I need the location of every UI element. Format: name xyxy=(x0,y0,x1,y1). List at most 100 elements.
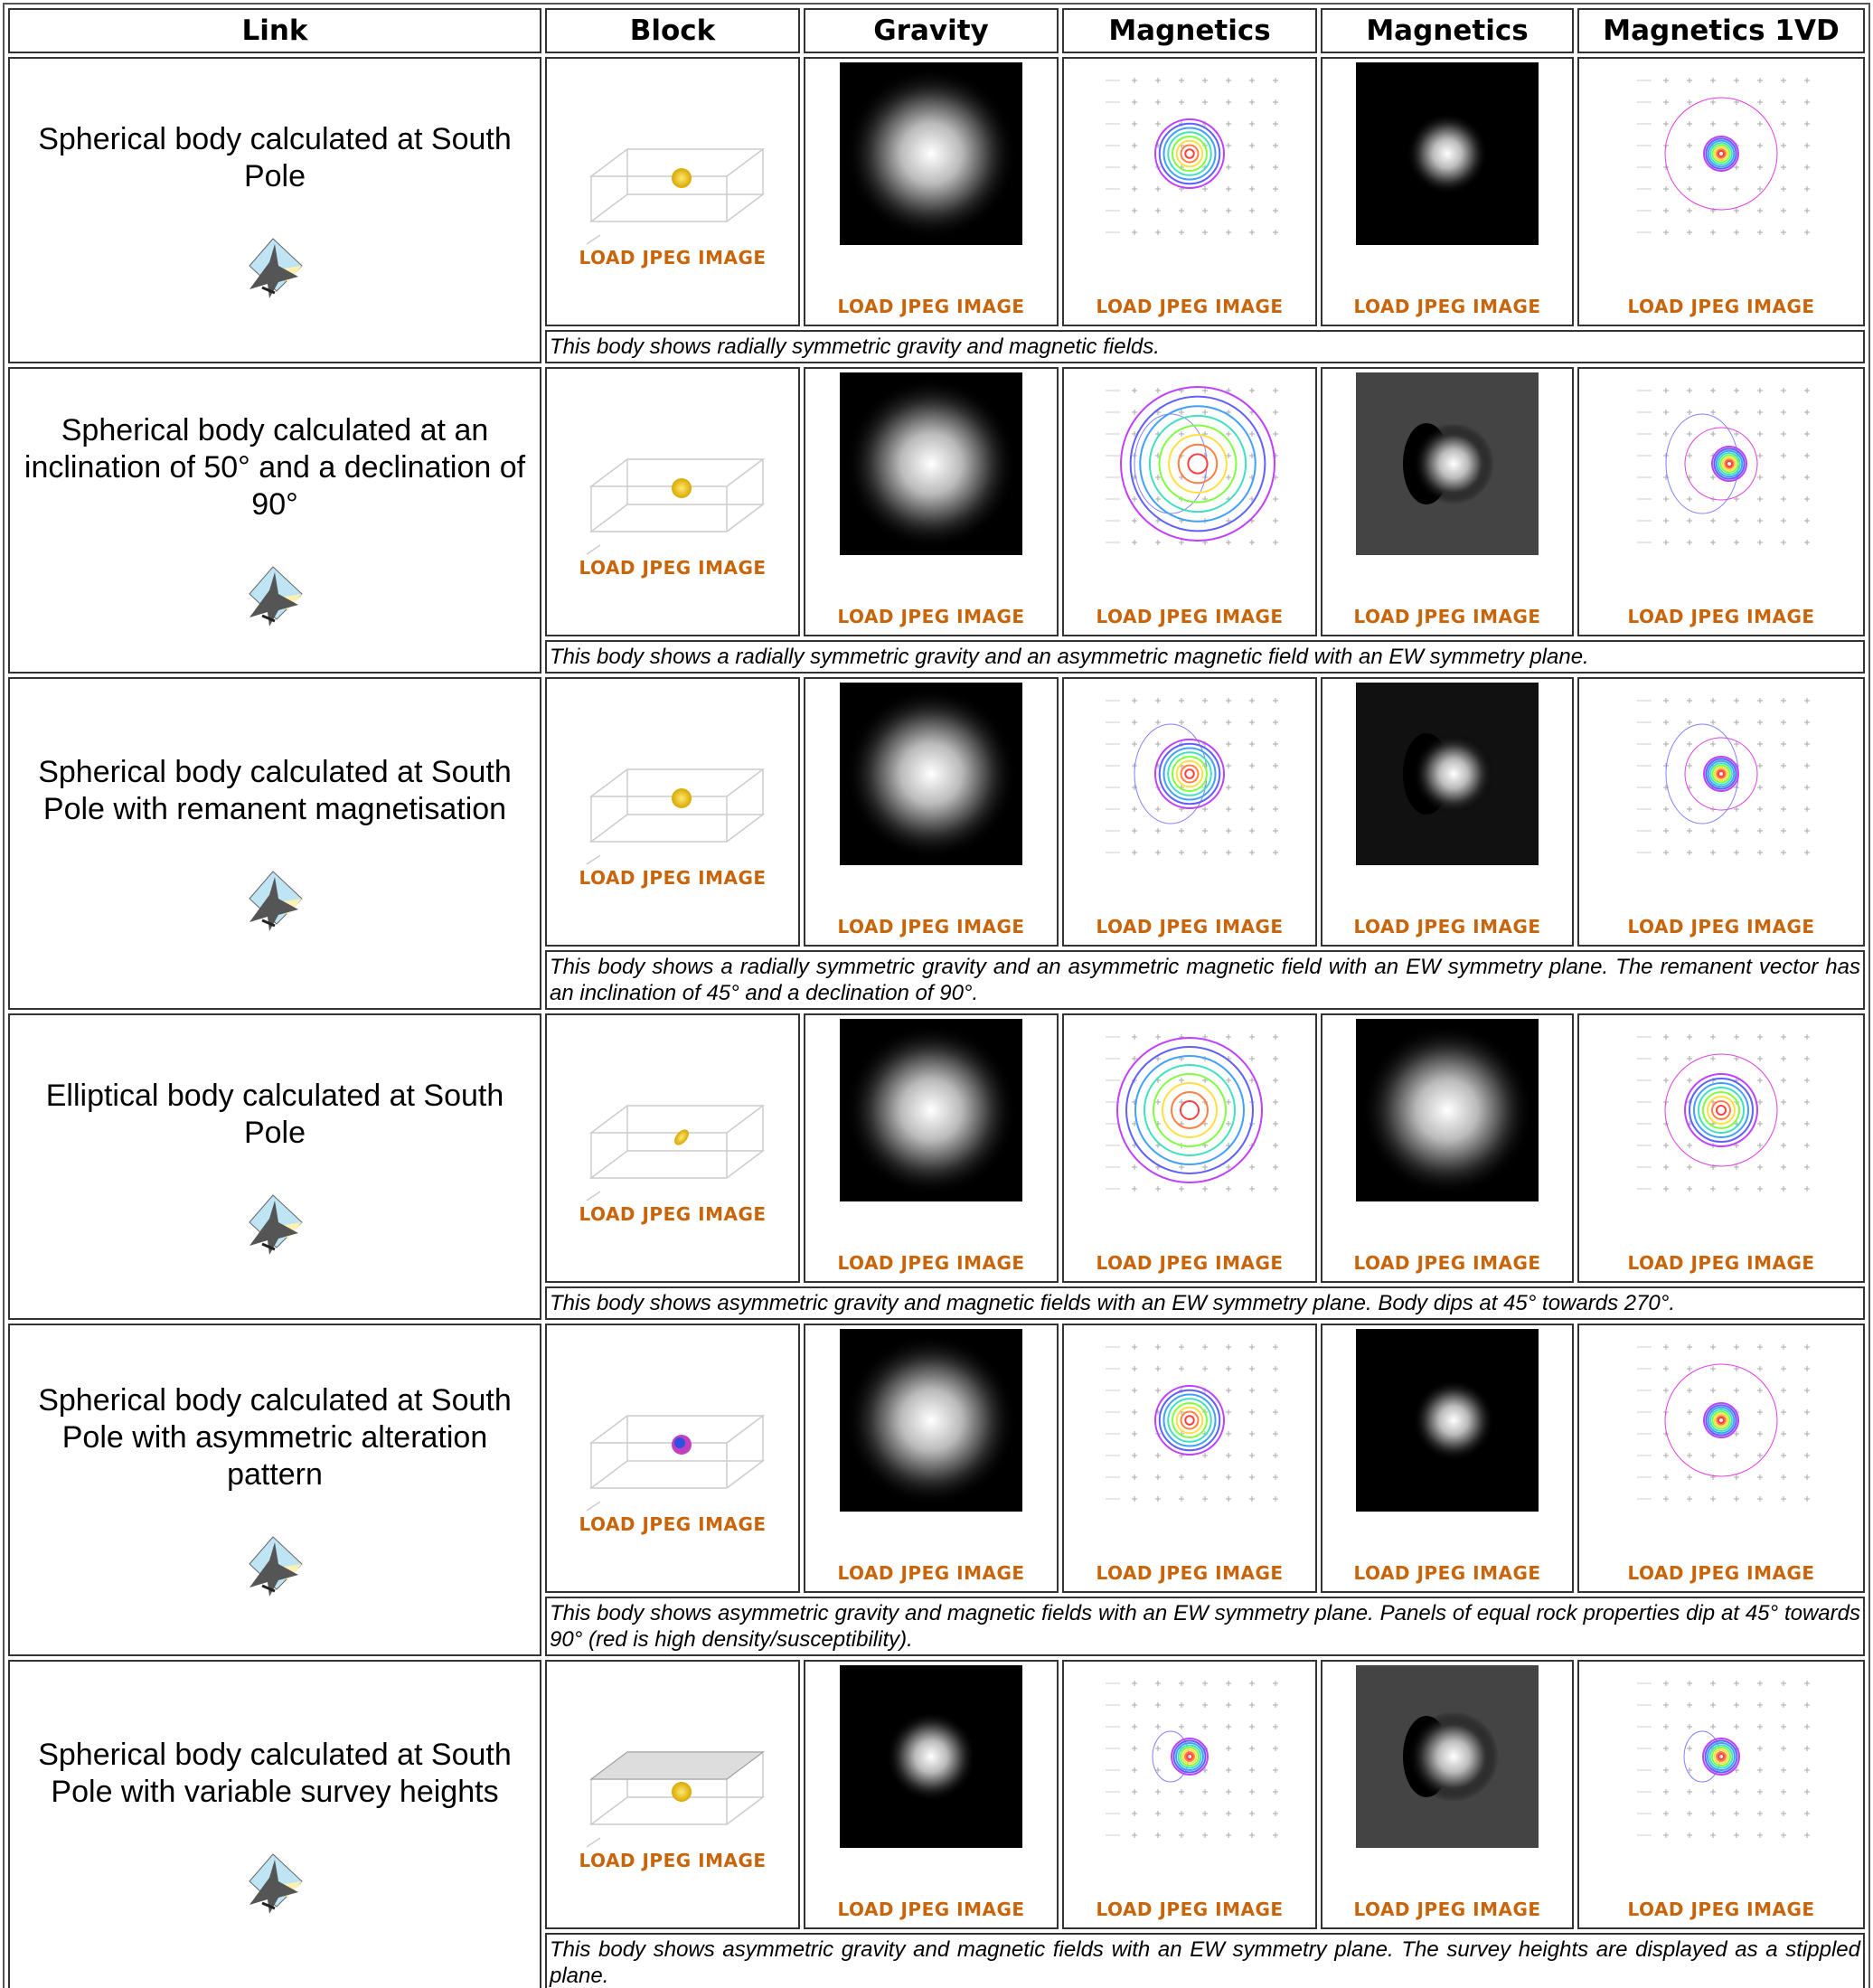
load-image-link[interactable]: LOAD JPEG IMAGE xyxy=(1096,1562,1284,1584)
table-body: Spherical body calculated at South Pole … xyxy=(8,57,1865,1988)
caption: This body shows asymmetric gravity and m… xyxy=(545,1933,1865,1988)
image-cell: LOAD JPEG IMAGE xyxy=(1577,677,1865,947)
load-image-link[interactable]: LOAD JPEG IMAGE xyxy=(1353,296,1541,317)
caption-row: This body shows a radially symmetric gra… xyxy=(8,640,1865,674)
image xyxy=(1098,683,1281,865)
caption: This body shows asymmetric gravity and m… xyxy=(545,1597,1865,1656)
load-image-link[interactable]: LOAD JPEG IMAGE xyxy=(579,247,767,269)
caption-row: This body shows asymmetric gravity and m… xyxy=(8,1597,1865,1656)
load-image-link[interactable]: LOAD JPEG IMAGE xyxy=(1096,606,1284,627)
image-cell: LOAD JPEG IMAGE xyxy=(1577,1660,1865,1929)
link-icon[interactable] xyxy=(242,1851,307,1916)
image-cell: LOAD JPEG IMAGE xyxy=(545,367,800,636)
link-icon[interactable] xyxy=(242,868,307,933)
link-icon[interactable] xyxy=(242,1192,307,1257)
image xyxy=(840,372,1022,555)
image-cell: LOAD JPEG IMAGE xyxy=(1062,57,1317,326)
link-cell: Spherical body calculated at an inclinat… xyxy=(8,367,541,674)
image-cell: LOAD JPEG IMAGE xyxy=(1062,367,1317,636)
image-cell: LOAD JPEG IMAGE xyxy=(1577,1324,1865,1593)
load-image-link[interactable]: LOAD JPEG IMAGE xyxy=(837,1898,1025,1920)
link-icon[interactable] xyxy=(242,563,307,628)
load-image-link[interactable]: LOAD JPEG IMAGE xyxy=(1096,296,1284,317)
image xyxy=(840,1665,1022,1848)
caption: This body shows asymmetric gravity and m… xyxy=(545,1286,1865,1320)
load-image-link[interactable]: LOAD JPEG IMAGE xyxy=(1096,1252,1284,1274)
link-text[interactable]: Spherical body calculated at South Pole … xyxy=(38,755,512,826)
image xyxy=(1630,1665,1812,1848)
image xyxy=(1356,62,1539,245)
load-image-link[interactable]: LOAD JPEG IMAGE xyxy=(1353,1562,1541,1584)
link-text[interactable]: Spherical body calculated at South Pole … xyxy=(38,1738,512,1809)
image xyxy=(1098,1329,1281,1512)
column-header: Gravity xyxy=(804,8,1059,53)
image-cell: LOAD JPEG IMAGE xyxy=(804,367,1059,636)
image xyxy=(1356,1665,1539,1848)
image-cell: LOAD JPEG IMAGE xyxy=(804,677,1059,947)
link-text[interactable]: Spherical body calculated at South Pole xyxy=(38,121,512,193)
link-cell: Elliptical body calculated at South Pole xyxy=(8,1013,541,1320)
load-image-link[interactable]: LOAD JPEG IMAGE xyxy=(1627,1898,1815,1920)
link-text[interactable]: Spherical body calculated at an inclinat… xyxy=(24,413,526,522)
image xyxy=(1098,1019,1281,1201)
page: Link Block Gravity Magnetics Magnetics Magnet… xyxy=(0,3,1873,1988)
load-image-link[interactable]: LOAD JPEG IMAGE xyxy=(1096,1898,1284,1920)
result-row: Elliptical body calculated at South Pole… xyxy=(8,1013,1865,1320)
result-row: Spherical body calculated at South Pole … xyxy=(8,1324,1865,1656)
image-cell: LOAD JPEG IMAGE xyxy=(1062,1660,1317,1929)
link-text[interactable]: Spherical body calculated at South Pole … xyxy=(38,1382,512,1492)
link-icon[interactable] xyxy=(242,1533,307,1598)
load-image-link[interactable]: LOAD JPEG IMAGE xyxy=(837,606,1025,627)
image-cell: LOAD JPEG IMAGE xyxy=(804,57,1059,326)
image xyxy=(586,1415,766,1512)
load-image-link[interactable]: LOAD JPEG IMAGE xyxy=(1096,916,1284,937)
caption-row: This body shows asymmetric gravity and m… xyxy=(8,1286,1865,1320)
load-image-link[interactable]: LOAD JPEG IMAGE xyxy=(1627,296,1815,317)
column-header: Block xyxy=(545,8,800,53)
image-cell: LOAD JPEG IMAGE xyxy=(804,1660,1059,1929)
load-image-link[interactable]: LOAD JPEG IMAGE xyxy=(1353,1898,1541,1920)
link-icon[interactable] xyxy=(242,235,307,300)
image xyxy=(840,683,1022,865)
image-cell: LOAD JPEG IMAGE xyxy=(804,1013,1059,1283)
image xyxy=(1630,1019,1812,1201)
caption: This body shows a radially symmetric gra… xyxy=(545,640,1865,674)
link-cell: Spherical body calculated at South Pole … xyxy=(8,677,541,1010)
image xyxy=(840,1329,1022,1512)
image xyxy=(1630,683,1812,865)
column-header: Magnetics 1VD xyxy=(1577,8,1865,53)
image-cell: LOAD JPEG IMAGE xyxy=(1321,367,1574,636)
image-cell: LOAD JPEG IMAGE xyxy=(1062,1013,1317,1283)
load-image-link[interactable]: LOAD JPEG IMAGE xyxy=(579,557,767,579)
image xyxy=(840,62,1022,245)
load-image-link[interactable]: LOAD JPEG IMAGE xyxy=(579,1203,767,1225)
image-cell: LOAD JPEG IMAGE xyxy=(1577,57,1865,326)
image-cell: LOAD JPEG IMAGE xyxy=(1062,677,1317,947)
link-cell: Spherical body calculated at South Pole … xyxy=(8,1660,541,1988)
load-image-link[interactable]: LOAD JPEG IMAGE xyxy=(837,1562,1025,1584)
caption-row: This body shows asymmetric gravity and m… xyxy=(8,1933,1865,1988)
load-image-link[interactable]: LOAD JPEG IMAGE xyxy=(1353,1252,1541,1274)
load-image-link[interactable]: LOAD JPEG IMAGE xyxy=(579,867,767,889)
image xyxy=(586,458,766,555)
result-row: Spherical body calculated at South Pole … xyxy=(8,677,1865,1010)
load-image-link[interactable]: LOAD JPEG IMAGE xyxy=(579,1513,767,1535)
load-image-link[interactable]: LOAD JPEG IMAGE xyxy=(1353,606,1541,627)
load-image-link[interactable]: LOAD JPEG IMAGE xyxy=(1353,916,1541,937)
load-image-link[interactable]: LOAD JPEG IMAGE xyxy=(1627,1562,1815,1584)
image xyxy=(586,148,766,245)
link-text[interactable]: Elliptical body calculated at South Pole xyxy=(45,1078,504,1150)
load-image-link[interactable]: LOAD JPEG IMAGE xyxy=(837,296,1025,317)
link-cell: Spherical body calculated at South Pole xyxy=(8,57,541,363)
image xyxy=(586,1105,766,1201)
image-cell: LOAD JPEG IMAGE xyxy=(1321,1324,1574,1593)
load-image-link[interactable]: LOAD JPEG IMAGE xyxy=(1627,916,1815,937)
image xyxy=(1356,1329,1539,1512)
result-row: Spherical body calculated at South Pole … xyxy=(8,1660,1865,1988)
load-image-link[interactable]: LOAD JPEG IMAGE xyxy=(1627,606,1815,627)
caption: This body shows radially symmetric gravi… xyxy=(545,330,1865,363)
load-image-link[interactable]: LOAD JPEG IMAGE xyxy=(579,1850,767,1871)
load-image-link[interactable]: LOAD JPEG IMAGE xyxy=(837,1252,1025,1274)
load-image-link[interactable]: LOAD JPEG IMAGE xyxy=(837,916,1025,937)
load-image-link[interactable]: LOAD JPEG IMAGE xyxy=(1627,1252,1815,1274)
